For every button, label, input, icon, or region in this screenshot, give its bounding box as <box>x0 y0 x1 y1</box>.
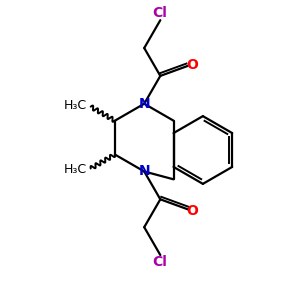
Text: N: N <box>138 164 150 178</box>
Text: H₃C: H₃C <box>64 163 87 176</box>
Text: Cl: Cl <box>152 6 167 20</box>
Text: Cl: Cl <box>152 255 167 269</box>
Text: N: N <box>138 97 150 111</box>
Text: H₃C: H₃C <box>64 99 87 112</box>
Text: O: O <box>187 204 199 218</box>
Text: O: O <box>187 58 199 72</box>
